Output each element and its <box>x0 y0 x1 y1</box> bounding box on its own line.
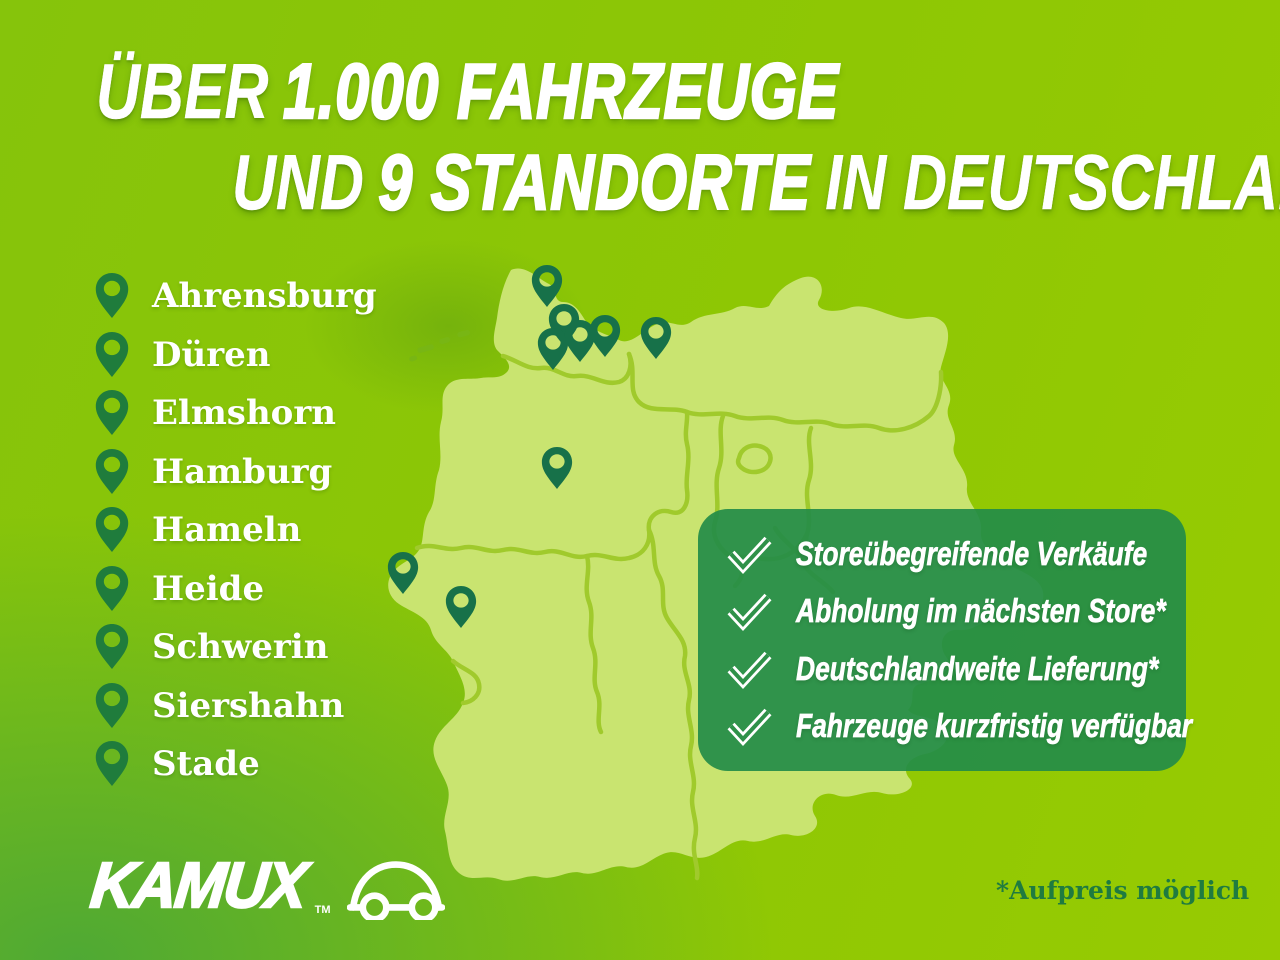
location-item: Düren <box>94 326 377 385</box>
location-pin-icon <box>95 390 129 436</box>
benefit-label: Storeübegreifende Verkäufe <box>796 534 1148 572</box>
location-pin-icon <box>95 331 129 377</box>
location-item: Hameln <box>94 501 377 560</box>
location-label: Stade <box>152 744 260 785</box>
location-pin-icon <box>95 741 129 787</box>
benefit-row: Abholung im nächsten Store* <box>698 590 1186 632</box>
headline-light-text: ÜBER <box>96 47 269 135</box>
benefit-label: Fahrzeuge kurzfristig verfügbar <box>796 707 1193 745</box>
benefit-label: Abholung im nächsten Store* <box>796 592 1166 630</box>
map-pin-icon-hamburg <box>564 320 596 362</box>
benefit-label: Deutschlandweite Lieferung* <box>796 649 1159 687</box>
map-pin-icon-hameln <box>541 447 573 489</box>
location-item: Siershahn <box>94 677 377 736</box>
location-pin-icon <box>95 448 129 494</box>
car-outline-icon <box>346 861 445 920</box>
map-pin-icon-schwerin <box>640 317 672 359</box>
location-item: Schwerin <box>94 618 377 677</box>
location-label: Düren <box>152 334 271 375</box>
benefits-box: Storeübegreifende Verkäufe Abholung im nä… <box>698 509 1192 771</box>
location-label: Elmshorn <box>152 393 336 434</box>
brand-logo: KAMUX TM <box>86 848 445 922</box>
location-pin-icon <box>95 507 129 553</box>
location-item: Stade <box>94 735 377 794</box>
checkmark-icon <box>727 593 772 632</box>
location-label: Siershahn <box>152 685 345 726</box>
checkmark-icon <box>727 709 772 747</box>
map-pin-icon-siershahn <box>445 586 477 628</box>
location-label: Heide <box>152 568 265 609</box>
trademark-symbol: TM <box>314 904 331 916</box>
brand-wordmark: KAMUX <box>86 848 309 922</box>
location-pin-icon <box>95 273 129 319</box>
map-pin-icon-ahrensburg <box>589 315 621 357</box>
location-pin-icon <box>95 624 129 670</box>
location-label: Ahrensburg <box>152 276 377 317</box>
headline-light-text: UND <box>232 138 364 226</box>
location-item: Elmshorn <box>94 384 377 443</box>
map-pin-icon-stade <box>537 328 569 370</box>
map-pin-icon-heide <box>531 265 563 307</box>
checkmark-icon <box>727 651 772 689</box>
location-pin-icon <box>95 565 129 611</box>
benefit-row: Fahrzeuge kurzfristig verfügbar <box>698 705 1192 747</box>
benefit-row: Storeübegreifende Verkäufe <box>698 533 1186 575</box>
map-pin-icon-düren <box>387 552 419 594</box>
location-item: Hamburg <box>94 443 377 502</box>
headline-heavy-text: 1.000 FAHRZEUGE <box>282 47 840 135</box>
location-pin-icon <box>95 682 129 728</box>
footnote: *Aufpreis möglich <box>996 876 1250 905</box>
island-dashes <box>409 329 471 362</box>
benefit-row: Deutschlandweite Lieferung* <box>698 648 1186 690</box>
headline-heavy-text: 9 STANDORTE <box>377 138 811 226</box>
headline-line-1: ÜBER 1.000 FAHRZEUGE <box>96 51 854 132</box>
location-label: Schwerin <box>152 627 329 668</box>
location-item: Heide <box>94 560 377 619</box>
location-item: Ahrensburg <box>94 267 377 326</box>
checkmark-icon <box>727 536 772 574</box>
location-label: Hamburg <box>152 451 333 492</box>
location-label: Hameln <box>152 510 302 551</box>
location-list: Ahrensburg Düren Elmshorn Hamburg Hameln Heid… <box>94 267 377 794</box>
map-pins <box>387 265 672 628</box>
headline-light-text: IN DEUTSCHLAND <box>825 138 1280 226</box>
